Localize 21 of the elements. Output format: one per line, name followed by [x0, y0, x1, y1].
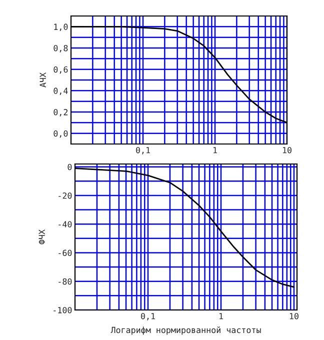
y-tick-label: 0,2 [54, 109, 68, 116]
y-tick-label: 0,4 [54, 88, 68, 96]
y-tick-label: -20 [58, 192, 72, 199]
x-axis-title: Логарифм нормированной частоты [110, 326, 261, 335]
y-tick-label: 0 [68, 164, 72, 170]
x-tick-label: 0,1 [136, 146, 150, 154]
x-tick-label: 1 [219, 313, 223, 320]
y-axis-title: ФЧХ [38, 230, 45, 244]
x-tick-label: 10 [282, 146, 292, 154]
x-tick-label: 10 [290, 312, 298, 320]
y-tick-label: -40 [58, 221, 72, 228]
y-tick-label: 0,6 [54, 66, 68, 74]
y-tick-label: 0,8 [54, 45, 68, 52]
y-tick-label: 0,0 [54, 130, 68, 138]
y-tick-label: -100 [54, 307, 72, 314]
y-tick-label: -60 [58, 250, 72, 256]
y-tick-label: 1,0 [54, 24, 68, 32]
x-tick-label: 0,1 [141, 312, 155, 320]
x-tick-label: 1 [213, 147, 217, 154]
y-axis-title: АЧХ [40, 72, 46, 88]
y-tick-label: -80 [58, 278, 72, 285]
